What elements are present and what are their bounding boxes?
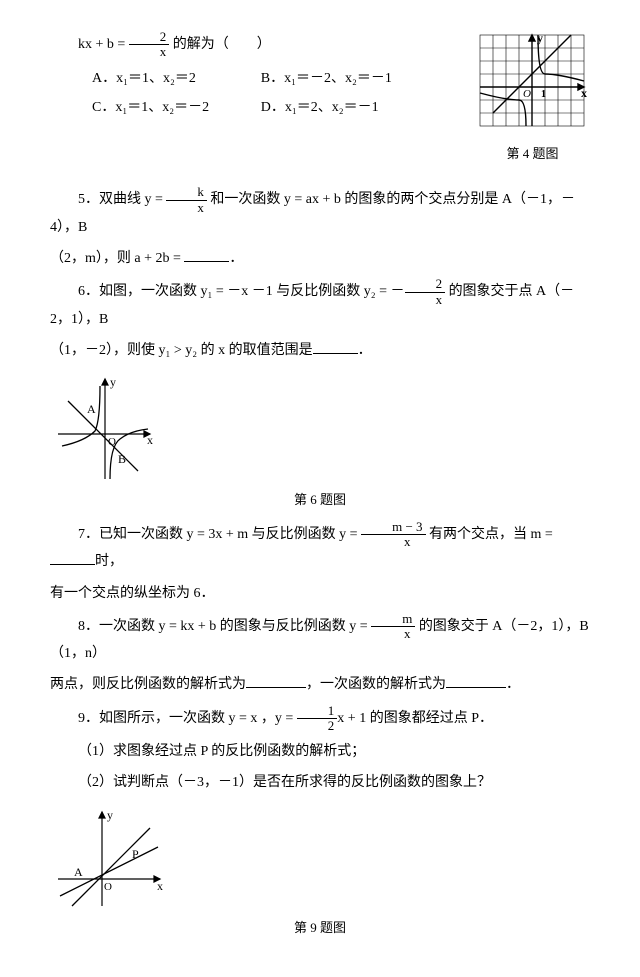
q8-line1: 8．一次函数 y = kx + b 的图象与反比例函数 y = mx 的图象交于… xyxy=(50,612,590,667)
q9-sub2: （2）试判断点（－3，－1）是否在所求得的反比例函数的图象上？ xyxy=(50,770,590,795)
q9-figure: P A O x y 第 9 题图 xyxy=(50,804,590,939)
q8-blank-2 xyxy=(446,673,506,688)
q4-frac: 2x xyxy=(129,30,170,60)
q4-figure: O 1 x y 第 4 题图 xyxy=(475,30,590,165)
q4-opt-c: C．x₁＝1、x₂＝－2 xyxy=(92,95,261,120)
q8-line2: 两点，则反比例函数的解析式为，一次函数的解析式为． xyxy=(50,672,590,697)
svg-text:y: y xyxy=(110,375,116,389)
svg-text:P: P xyxy=(132,847,139,861)
q7-line2: 有一个交点的纵坐标为 6． xyxy=(50,581,590,606)
q4-text-2: 的解为（ ） xyxy=(169,37,271,52)
svg-text:y: y xyxy=(537,31,543,45)
q6-line1: 6．如图，一次函数 y₁ = －x －1 与反比例函数 y₂ = －2x 的图象… xyxy=(50,277,590,332)
svg-text:O: O xyxy=(523,88,531,100)
q4-chart: O 1 x y xyxy=(475,30,590,140)
q9-chart: P A O x y xyxy=(50,804,170,914)
q9-caption: 第 9 题图 xyxy=(50,916,590,939)
svg-text:A: A xyxy=(74,865,83,879)
svg-text:x: x xyxy=(581,86,587,100)
q7-blank xyxy=(50,550,95,565)
q5-frac: kx xyxy=(166,185,207,215)
q6-blank xyxy=(313,339,358,354)
q6-line2: （1，－2），则使 y₁ > y₂ 的 x 的取值范围是． xyxy=(50,338,590,363)
q9-line1: 9．如图所示，一次函数 y = x ，y = 12x + 1 的图象都经过点 P… xyxy=(50,704,590,734)
svg-text:O: O xyxy=(108,436,116,448)
q8-blank-1 xyxy=(246,673,306,688)
q8-frac: mx xyxy=(371,612,415,642)
svg-text:A: A xyxy=(87,402,96,416)
svg-text:B: B xyxy=(118,452,126,466)
q4-caption: 第 4 题图 xyxy=(475,142,590,165)
q6-frac: 2x xyxy=(405,277,446,307)
q9-frac: 12 xyxy=(297,704,338,734)
svg-text:O: O xyxy=(104,881,112,893)
q7-line1: 7．已知一次函数 y = 3x + m 与反比例函数 y = m − 3x 有两… xyxy=(50,520,590,575)
q4-options: A．x₁＝1、x₂＝2 B．x₁＝－2、x₂＝－1 C．x₁＝1、x₂＝－2 D… xyxy=(50,66,467,124)
q5-line1: 5．双曲线 y = kx 和一次函数 y = ax + b 的图象的两个交点分别… xyxy=(50,185,590,240)
q9-sub1: （1）求图象经过点 P 的反比例函数的解析式； xyxy=(50,739,590,764)
q6-chart: A B O x y xyxy=(50,371,160,486)
q5-eq-y: y = xyxy=(145,192,167,207)
q5-blank xyxy=(184,247,229,262)
q4-opt-a: A．x₁＝1、x₂＝2 xyxy=(92,66,261,91)
q4-opt-b: B．x₁＝－2、x₂＝－1 xyxy=(261,66,430,91)
q6-caption: 第 6 题图 xyxy=(50,488,590,511)
svg-text:1: 1 xyxy=(541,89,546,100)
svg-text:x: x xyxy=(157,879,163,893)
q5-line2: （2，m），则 a + 2b = ． xyxy=(50,246,590,271)
q4-opt-d: D．x₁＝2、x₂＝－1 xyxy=(261,95,430,120)
q7-frac: m − 3x xyxy=(361,520,425,550)
svg-text:x: x xyxy=(147,433,153,447)
q6-figure: A B O x y 第 6 题图 xyxy=(50,371,590,511)
q4-text-1: kx + b = xyxy=(78,37,129,52)
